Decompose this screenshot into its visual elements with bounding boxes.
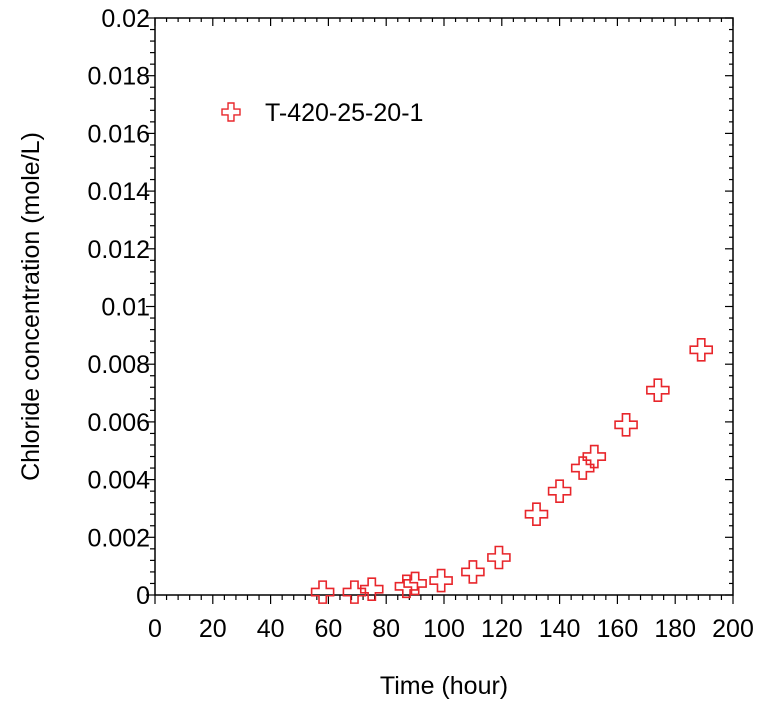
- y-tick-label: 0: [136, 582, 150, 610]
- axes: [154, 17, 734, 596]
- x-tick-label: 200: [712, 615, 754, 643]
- data-point: [524, 502, 549, 527]
- tick-labels: 0 20 40 60 80 100 120 140 160 180 200 0 0.002 0.004 0.…: [87, 5, 753, 643]
- data-point: [689, 337, 714, 362]
- y-tick-label: 0.016: [87, 120, 150, 148]
- y-tick-label: 0.012: [87, 236, 150, 264]
- x-tick-label: 100: [423, 615, 465, 643]
- data-point: [394, 574, 419, 599]
- data-point: [570, 456, 595, 480]
- y-tick-label: 0.018: [87, 63, 150, 91]
- x-tick-label: 20: [199, 615, 227, 643]
- x-axis-title: Time (hour): [380, 672, 508, 700]
- x-tick-label: 120: [481, 615, 523, 643]
- data-point: [461, 560, 485, 584]
- plot-frame: [154, 17, 734, 596]
- y-axis-title: Chloride concentration (mole/L): [17, 132, 45, 481]
- data-point: [582, 444, 607, 469]
- x-tick-label: 40: [257, 615, 285, 643]
- x-tick-label: 180: [654, 615, 696, 643]
- x-tick-label: 0: [148, 615, 162, 643]
- y-tick-label: 0.006: [87, 409, 150, 437]
- data-point: [429, 568, 453, 593]
- y-tick-label: 0.014: [87, 178, 150, 206]
- data-point: [487, 545, 511, 570]
- x-tick-label: 140: [539, 615, 581, 643]
- data-point: [342, 580, 367, 604]
- legend-marker-icon: [221, 102, 241, 122]
- x-tick-label: 160: [597, 615, 639, 643]
- y-tick-label: 0.01: [101, 294, 150, 322]
- data-point: [614, 412, 638, 437]
- legend-cross-marker: [221, 102, 241, 122]
- y-tick-label: 0.02: [101, 5, 150, 33]
- data-point: [310, 580, 335, 604]
- data-points: [310, 337, 714, 604]
- legend-label: T-420-25-20-1: [265, 99, 423, 127]
- axis-ticks: [146, 17, 734, 604]
- data-point: [403, 571, 427, 596]
- y-tick-label: 0.004: [87, 467, 150, 495]
- x-tick-label: 60: [314, 615, 342, 643]
- data-point: [359, 577, 384, 602]
- data-point: [547, 479, 572, 503]
- legend: T-420-25-20-1: [221, 99, 423, 127]
- x-tick-label: 80: [372, 615, 400, 643]
- data-point: [646, 378, 670, 402]
- y-tick-label: 0.008: [87, 351, 150, 379]
- y-tick-label: 0.002: [87, 524, 150, 552]
